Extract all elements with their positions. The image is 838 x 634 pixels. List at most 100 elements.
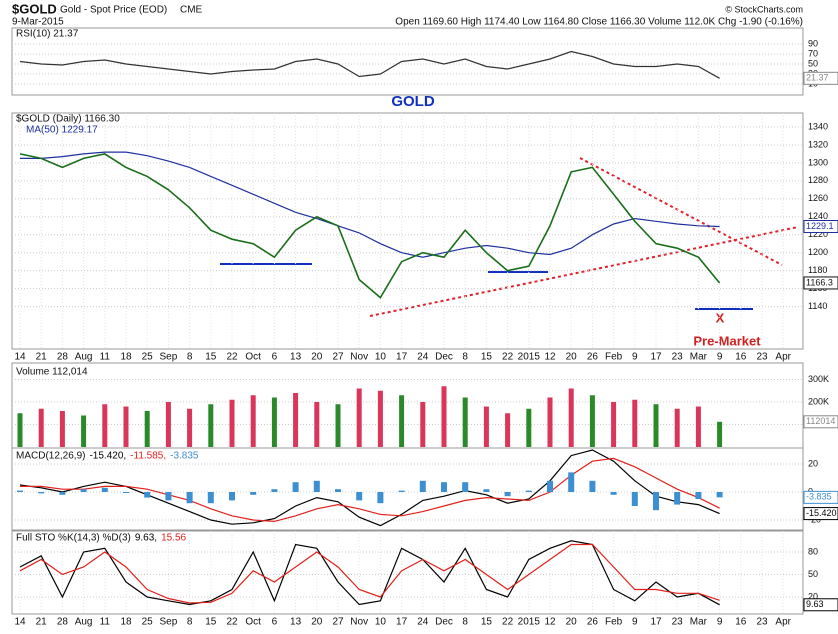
histogram-bar — [292, 482, 299, 492]
volume-bar — [59, 411, 65, 447]
histogram-bar — [335, 489, 341, 492]
x-tick-label: 10 — [375, 352, 387, 363]
x-tick-label: 21 — [36, 617, 48, 628]
histogram-bar — [377, 492, 384, 504]
panel-title: MACD(12,26,9) — [16, 451, 85, 462]
volume-bar — [314, 402, 320, 447]
x-tick-label: 18 — [120, 617, 132, 628]
x-tick-label: 25 — [142, 352, 154, 363]
histogram-bar — [38, 492, 45, 494]
x-tick-label: 15 — [481, 352, 493, 363]
histogram-bar — [165, 492, 172, 501]
histogram-bar — [568, 472, 575, 492]
histogram-bar — [59, 492, 66, 495]
histogram-bar — [631, 492, 638, 506]
volume-bar — [102, 404, 108, 447]
legend-entry: 9.63, — [135, 533, 157, 544]
panel-frame — [11, 112, 804, 350]
histogram-bar — [17, 490, 23, 492]
histogram-bar — [398, 490, 405, 492]
x-tick-label: 10 — [375, 617, 387, 628]
histogram-bar — [144, 492, 151, 498]
series-line — [19, 449, 720, 527]
gold-label: GOLD — [391, 93, 434, 110]
histogram-bar — [441, 482, 447, 492]
x-tick-label: 22 — [226, 617, 238, 628]
histogram-bar — [674, 492, 681, 505]
last-value-box — [803, 598, 838, 612]
series-line — [19, 50, 720, 79]
x-tick-label: 9 — [632, 617, 638, 628]
symbol: $GOLD — [12, 1, 57, 16]
x-tick-label: 17 — [650, 617, 662, 628]
x-tick-label: Nov — [350, 352, 368, 363]
y-tick-label: 1280 — [808, 175, 828, 185]
histogram-bar — [123, 492, 129, 493]
volume-bar — [441, 386, 447, 447]
x-tick-label: 17 — [396, 352, 408, 363]
x-tick-label: 17 — [396, 617, 408, 628]
x-tick-label: 15 — [205, 617, 217, 628]
x-tick-label: Dec — [435, 617, 453, 628]
volume-bar — [250, 395, 256, 447]
histogram-bar — [101, 487, 108, 492]
last-value-label: 1229.1 — [806, 221, 834, 231]
panel-title: Full STO %K(14,3) %D(3) — [16, 533, 131, 544]
x-tick-label: 9 — [717, 617, 723, 628]
x-tick-label: 13 — [290, 352, 302, 363]
x-tick-label: Nov — [350, 617, 368, 628]
last-value-label: -3.835 — [806, 492, 832, 502]
x-tick-label: Feb — [605, 352, 623, 363]
volume-bar — [632, 399, 638, 447]
x-tick-label: 12 — [544, 352, 556, 363]
volume-bar — [653, 404, 659, 447]
last-value-label: 1166.3 — [806, 277, 833, 287]
x-tick-label: 14 — [14, 352, 26, 363]
x-tick-label: 13 — [290, 617, 302, 628]
volume-bar — [187, 408, 193, 447]
x-tick-label: 24 — [417, 352, 429, 363]
histogram-bar — [250, 492, 257, 495]
exchange: CME — [180, 5, 203, 16]
x-tick-label: Dec — [435, 352, 453, 363]
x-tick-label: 20 — [566, 352, 578, 363]
y-tick-label: 1300 — [808, 157, 828, 167]
panel-title: RSI(10) 21.37 — [16, 29, 79, 40]
volume-bar — [526, 408, 532, 447]
legend-entry: MA(50) 1229.17 — [26, 125, 98, 136]
volume-bar — [420, 402, 426, 447]
x-tick-label: 8 — [462, 617, 468, 628]
y-tick-label: 1320 — [808, 139, 828, 149]
y-tick-label: 1340 — [808, 121, 828, 131]
volume-bar — [165, 402, 171, 447]
last-value-box — [803, 507, 838, 521]
x-tick-label: 28 — [57, 352, 69, 363]
volume-bar — [271, 397, 277, 447]
x-tick-label: 23 — [672, 617, 684, 628]
volume-bar — [356, 388, 362, 447]
last-value-label: 21.37 — [806, 73, 829, 83]
x-tick-label: Mar — [690, 617, 708, 628]
last-value-label: -15.420 — [806, 508, 837, 518]
x-tick-label: 20 — [311, 352, 323, 363]
x-tick-label: 22 — [502, 352, 514, 363]
panel-frame — [11, 27, 804, 96]
last-value-box — [803, 220, 838, 234]
histogram-bar — [186, 492, 193, 504]
panel-title: Volume 112,014 — [16, 367, 88, 378]
x-tick-label: 9 — [717, 352, 723, 363]
histogram-bar — [80, 489, 87, 492]
series-line — [20, 457, 720, 523]
volume-bar — [335, 404, 341, 447]
histogram-bar — [207, 492, 214, 504]
x-tick-label: Sep — [160, 352, 178, 363]
x-tick-label: 17 — [650, 352, 662, 363]
volume-bar — [695, 406, 701, 447]
quote: Open 1169.60 High 1174.40 Low 1164.80 Cl… — [395, 17, 803, 28]
x-tick-label: Aug — [75, 617, 93, 628]
x-tick-label: 11 — [100, 617, 111, 628]
volume-bar — [144, 411, 150, 447]
x-tick-label: 22 — [226, 352, 238, 363]
panel-frame — [11, 447, 804, 531]
